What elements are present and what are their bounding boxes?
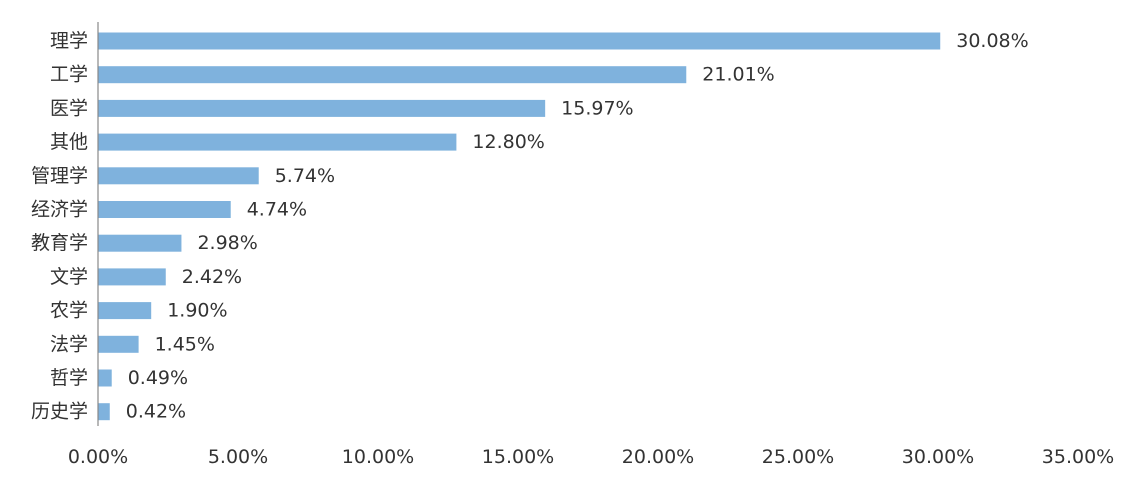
value-label: 2.98% xyxy=(197,232,257,254)
category-label: 哲学 xyxy=(50,367,88,389)
category-label: 工学 xyxy=(50,64,88,86)
value-label: 30.08% xyxy=(956,30,1028,52)
value-label: 2.42% xyxy=(182,266,242,288)
bar-11 xyxy=(98,403,110,421)
value-label: 1.90% xyxy=(167,300,227,322)
value-label: 21.01% xyxy=(702,64,774,86)
x-tick-labels-group: 0.00% 5.00% 10.00% 15.00% 20.00% 25.00% 30.00%… xyxy=(68,446,1114,468)
category-label: 法学 xyxy=(50,333,88,355)
value-label: 4.74% xyxy=(247,199,307,221)
x-tick-label: 20.00% xyxy=(622,446,694,468)
category-label: 理学 xyxy=(50,30,88,52)
bar-0 xyxy=(98,32,941,50)
x-tick-label: 15.00% xyxy=(482,446,554,468)
bar-6 xyxy=(98,234,182,252)
category-label: 农学 xyxy=(50,300,88,322)
value-label: 1.45% xyxy=(155,333,215,355)
category-label: 文学 xyxy=(50,266,88,288)
category-label: 教育学 xyxy=(31,232,88,254)
value-label: 0.42% xyxy=(126,401,186,423)
bar-1 xyxy=(98,66,687,84)
category-label: 医学 xyxy=(50,97,88,119)
x-tick-label: 30.00% xyxy=(902,446,974,468)
x-tick-label: 25.00% xyxy=(762,446,834,468)
x-tick-label: 5.00% xyxy=(208,446,268,468)
bar-3 xyxy=(98,133,457,151)
bar-7 xyxy=(98,268,166,286)
bar-9 xyxy=(98,335,139,353)
value-label: 12.80% xyxy=(472,131,544,153)
x-tick-label: 10.00% xyxy=(342,446,414,468)
bars-group xyxy=(98,32,941,421)
value-label: 5.74% xyxy=(275,165,335,187)
bar-2 xyxy=(98,99,546,117)
value-label: 0.49% xyxy=(128,367,188,389)
bar-8 xyxy=(98,302,152,320)
value-labels-group: 30.08% 21.01% 15.97% 12.80% 5.74% 4.74% 2.98% 2… xyxy=(126,30,1029,423)
x-tick-label: 0.00% xyxy=(68,446,128,468)
x-tick-label: 35.00% xyxy=(1042,446,1114,468)
category-label: 经济学 xyxy=(31,199,88,221)
value-label: 15.97% xyxy=(561,97,633,119)
category-label: 历史学 xyxy=(31,401,88,423)
bar-5 xyxy=(98,201,231,218)
category-label: 管理学 xyxy=(31,165,88,187)
category-label: 其他 xyxy=(50,131,88,153)
bar-10 xyxy=(98,369,112,387)
bar-4 xyxy=(98,167,259,185)
